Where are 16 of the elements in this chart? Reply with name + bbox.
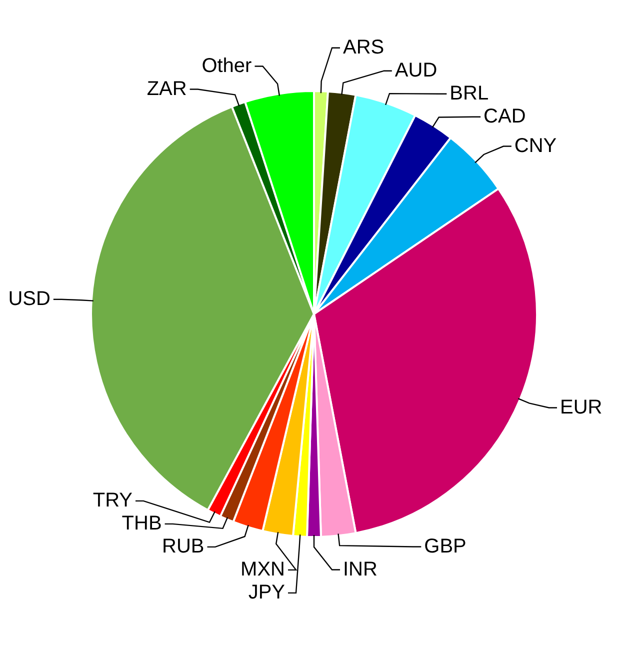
slice-label: AUD bbox=[394, 59, 438, 82]
slice-label: ZAR bbox=[146, 78, 187, 100]
slice-label: RUB bbox=[162, 535, 204, 558]
slice-label: INR bbox=[343, 558, 378, 580]
slice-label: CNY bbox=[514, 134, 557, 157]
slice-label: USD bbox=[8, 288, 50, 310]
slice-label: Other bbox=[202, 54, 252, 77]
slice-label: ARS bbox=[343, 36, 384, 58]
slice-label: BRL bbox=[450, 82, 489, 104]
slice-label: EUR bbox=[560, 396, 602, 418]
slice-label: MXN bbox=[240, 558, 285, 580]
slice-label: JPY bbox=[248, 581, 285, 604]
slice-label: CAD bbox=[484, 105, 526, 128]
slice-label: THB bbox=[122, 512, 162, 534]
slice-label: GBP bbox=[424, 535, 466, 558]
slice-label: TRY bbox=[92, 489, 133, 512]
